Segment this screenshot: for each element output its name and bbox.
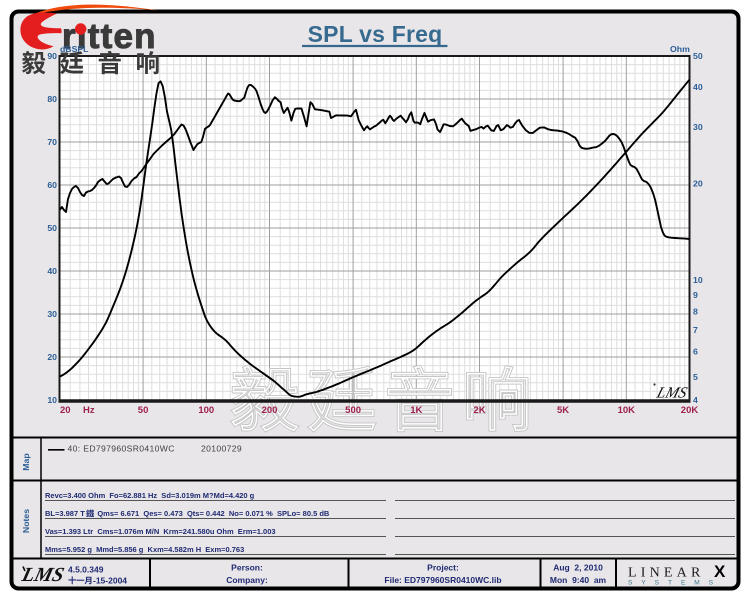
svg-text:Project:: Project: bbox=[427, 563, 459, 573]
svg-text:2K: 2K bbox=[473, 405, 485, 416]
svg-text:5: 5 bbox=[693, 372, 698, 382]
svg-text:Mms=5.952 g Mmd=5.856 g Kxm=: Mms=5.952 g Mmd=5.856 g Kxm=4.582m H Exm… bbox=[45, 545, 244, 554]
svg-text:Ohm: Ohm bbox=[670, 44, 690, 54]
svg-text:LINEAR: LINEAR bbox=[628, 566, 705, 581]
svg-text:Mon 9:40 am: Mon 9:40 am bbox=[550, 575, 607, 585]
svg-text:Map: Map bbox=[21, 453, 31, 470]
svg-text:5K: 5K bbox=[557, 405, 569, 416]
svg-text:70: 70 bbox=[47, 137, 57, 147]
svg-text:LMS: LMS bbox=[654, 385, 689, 402]
svg-text:80: 80 bbox=[47, 94, 57, 104]
svg-text:8: 8 bbox=[693, 306, 698, 316]
svg-text:9: 9 bbox=[693, 290, 698, 300]
svg-text:X: X bbox=[714, 562, 726, 581]
svg-text:60: 60 bbox=[47, 180, 57, 190]
svg-text:200: 200 bbox=[262, 405, 278, 416]
svg-text:30: 30 bbox=[47, 309, 57, 319]
svg-text:6: 6 bbox=[693, 346, 698, 356]
svg-text:20: 20 bbox=[47, 352, 57, 362]
svg-text:4.5.0.349: 4.5.0.349 bbox=[68, 565, 104, 575]
svg-text:10: 10 bbox=[47, 395, 57, 405]
svg-text:40: ED797960SR0410WC: 40: ED797960SR0410WC bbox=[68, 444, 175, 454]
svg-text:20100729: 20100729 bbox=[201, 444, 242, 454]
svg-text:10: 10 bbox=[693, 275, 703, 285]
svg-text:4: 4 bbox=[693, 395, 698, 405]
svg-text:SPL vs Freq: SPL vs Freq bbox=[308, 21, 443, 47]
svg-text:20: 20 bbox=[693, 179, 703, 189]
svg-text:90: 90 bbox=[47, 51, 57, 61]
svg-text:1K: 1K bbox=[410, 405, 422, 416]
svg-text:dBSPL: dBSPL bbox=[60, 44, 89, 54]
svg-text:40: 40 bbox=[47, 266, 57, 276]
svg-text:500: 500 bbox=[345, 405, 361, 416]
svg-text:Vas=1.393 Ltr Cms=1.076m M/N: Vas=1.393 Ltr Cms=1.076m M/N Krm=241.580… bbox=[45, 527, 276, 536]
svg-text:Hz: Hz bbox=[83, 405, 95, 416]
svg-text:40: 40 bbox=[693, 82, 703, 92]
svg-text:50: 50 bbox=[47, 223, 57, 233]
svg-text:-15-2004: -15-2004 bbox=[93, 576, 127, 586]
svg-text:50: 50 bbox=[693, 51, 703, 61]
svg-text:Notes: Notes bbox=[21, 509, 31, 533]
svg-text:LMS: LMS bbox=[19, 564, 66, 586]
svg-text:20: 20 bbox=[60, 405, 71, 416]
svg-text:100: 100 bbox=[198, 405, 214, 416]
svg-text:Company:: Company: bbox=[226, 575, 268, 585]
svg-text:rıtten: rıtten bbox=[62, 17, 157, 56]
svg-text:Revc=3.400 Ohm Fo=62.881 Hz: Revc=3.400 Ohm Fo=62.881 Hz Sd=3.019m M?… bbox=[45, 491, 255, 500]
svg-text:7: 7 bbox=[693, 325, 698, 335]
svg-text:20K: 20K bbox=[681, 405, 699, 416]
svg-text:50: 50 bbox=[138, 405, 149, 416]
svg-text:10K: 10K bbox=[618, 405, 636, 416]
svg-text:File: ED797960SR0410WC.lib: File: ED797960SR0410WC.lib bbox=[384, 575, 501, 585]
svg-text:BL=3.987 T Qms= 6.671 Qe: BL=3.987 T Qms= 6.671 Qes= 0.473 Qts= 0.… bbox=[45, 509, 330, 518]
svg-text:30: 30 bbox=[693, 122, 703, 132]
svg-text:Person:: Person: bbox=[231, 563, 263, 573]
svg-text:Aug 2, 2010: Aug 2, 2010 bbox=[553, 563, 603, 573]
svg-text:SYSTEMS: SYSTEMS bbox=[628, 580, 722, 587]
